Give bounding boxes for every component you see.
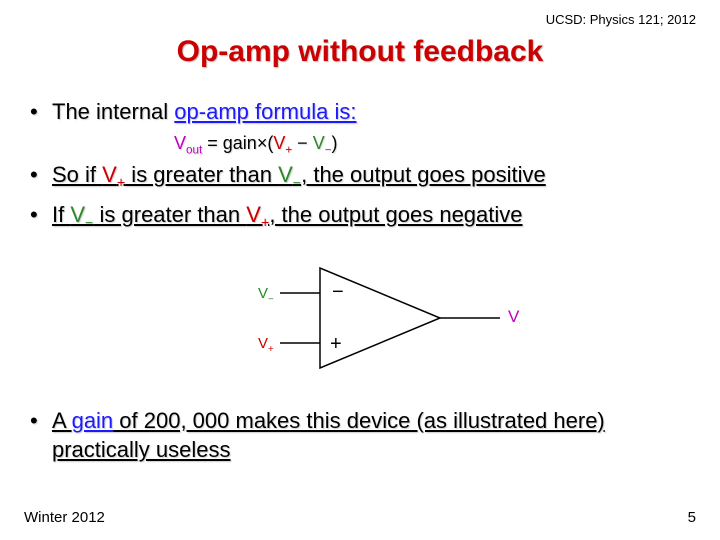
f-vm-s: − [325, 143, 332, 156]
bullet-3: If V− is greater than V+, the output goe… [24, 200, 696, 234]
svg-text:V−: V− [258, 285, 274, 305]
f-times: × [257, 133, 268, 153]
b2-vm: V− [278, 162, 301, 187]
b1-link: op-amp formula is: [174, 99, 356, 124]
svg-text:+: + [330, 333, 342, 355]
bullet-4: A gain of 200, 000 makes this device (as… [24, 406, 696, 465]
opamp-diagram: − + V− V+ Vout [24, 258, 696, 378]
b2-wrap: So if V+ is greater than V−, the output … [52, 162, 546, 187]
b2-p3: , the output goes positive [301, 162, 546, 187]
footer-left: Winter 2012 [24, 509, 105, 526]
bullet-list: The internal op-amp formula is: [24, 97, 696, 127]
f-minus: − [292, 133, 313, 153]
b3-vm: V− [70, 202, 93, 227]
f-vp-v: V [273, 133, 285, 153]
f-vout: Vout [174, 133, 202, 153]
f-eq: = gain [202, 133, 257, 153]
f-vm: V− [313, 133, 332, 153]
b2-vp: V+ [102, 162, 125, 187]
b3-vp-v: V [246, 202, 261, 227]
b4-gain: gain [72, 408, 114, 433]
b3-vm-v: V [70, 202, 85, 227]
bullet-2: So if V+ is greater than V−, the output … [24, 160, 696, 194]
b3-p1: If [52, 202, 70, 227]
b2-vm-s: − [293, 176, 301, 192]
b1-prefix: The internal [52, 99, 174, 124]
f-vout-v: V [174, 133, 186, 153]
b2-p2: is greater than [125, 162, 278, 187]
f-vm-v: V [313, 133, 325, 153]
footer: Winter 2012 5 [24, 509, 696, 526]
b4-wrap: A gain of 200, 000 makes this device (as… [52, 408, 605, 463]
f-vp: V+ [273, 133, 292, 153]
b3-p2: is greater than [93, 202, 246, 227]
bullet-list-3: A gain of 200, 000 makes this device (as… [24, 406, 696, 465]
course-header: UCSD: Physics 121; 2012 [24, 12, 696, 27]
svg-text:V+: V+ [258, 335, 274, 355]
b4-p1: A [52, 408, 72, 433]
footer-right: 5 [688, 509, 696, 526]
slide-title: Op-amp without feedback [24, 35, 696, 69]
f-vout-s: out [186, 143, 202, 156]
bullet-list-2: So if V+ is greater than V−, the output … [24, 160, 696, 233]
b2-vp-v: V [102, 162, 117, 187]
b3-vp: V+ [246, 202, 269, 227]
svg-text:−: − [332, 281, 344, 303]
opamp-svg: − + V− V+ Vout [200, 258, 520, 378]
svg-text:Vout: Vout [508, 307, 520, 329]
b2-p1: So if [52, 162, 102, 187]
f-rp: ) [332, 133, 338, 153]
formula-line: Vout = gain×(V+ − V−) [24, 133, 696, 157]
b2-vp-s: + [117, 176, 125, 192]
b3-p3: , the output goes negative [269, 202, 522, 227]
b3-wrap: If V− is greater than V+, the output goe… [52, 202, 523, 227]
bullet-1: The internal op-amp formula is: [24, 97, 696, 127]
b2-vm-v: V [278, 162, 293, 187]
b4-p2: of 200, 000 makes this device (as illust… [52, 408, 605, 463]
